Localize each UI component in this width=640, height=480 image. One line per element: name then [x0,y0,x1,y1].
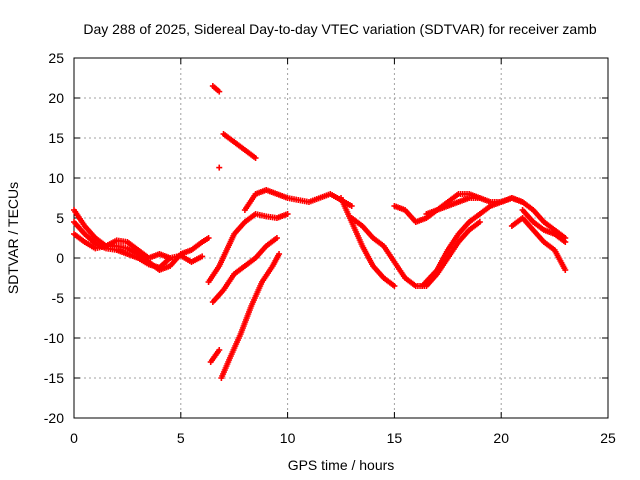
data-point [348,203,355,209]
x-axis-label: GPS time / hours [288,457,395,473]
x-tick-label: 25 [600,430,616,446]
y-tick-label: 25 [48,50,64,66]
data-point [199,253,206,260]
data-point [476,219,483,225]
y-tick-label: 20 [48,90,64,106]
series-arc-7 [241,187,355,213]
y-tick-label: -20 [44,410,64,426]
series-arc-17 [216,164,223,171]
data-point [562,267,569,273]
chart-title: Day 288 of 2025, Sidereal Day-to-day VTE… [83,21,596,37]
data-point [252,155,259,161]
series-arc-15 [209,83,223,95]
data-point [205,235,212,241]
data-point [391,283,398,289]
series-arc-16 [220,131,259,161]
series-arc-4 [205,211,291,285]
series-arc-18 [207,347,223,365]
y-tick-label: 10 [48,170,64,186]
data-point [216,347,223,353]
data-point [276,251,283,257]
data-point [216,88,223,95]
series-arc-12 [423,195,569,241]
y-tick-label: 5 [56,210,64,226]
series-arc-14 [519,207,569,245]
plot-frame [73,57,609,419]
x-tick-label: 10 [280,430,296,446]
y-axis-label: SDTVAR / TECUs [5,182,21,294]
data-point [216,164,223,171]
series-arc-6 [218,251,283,381]
x-tick-label: 0 [70,430,78,446]
x-tick-label: 15 [387,430,403,446]
data-point [273,235,280,241]
y-tick-label: -5 [52,290,65,306]
series-arc-3 [71,231,174,261]
y-tick-label: -15 [44,370,64,386]
ticks: 0 5 10 15 20 25 -20 -15 -10 -5 0 5 10 15 20 25 [44,50,616,446]
data-point [284,211,291,217]
x-tick-label: 5 [177,430,185,446]
grid [74,58,608,418]
data-points [71,83,569,381]
series-arc-13 [508,215,569,273]
series-arc-8 [338,195,398,289]
y-tick-label: 15 [48,130,64,146]
data-point [167,255,174,261]
y-tick-label: 0 [56,250,64,266]
data-point [562,239,569,245]
x-tick-label: 20 [493,430,509,446]
y-tick-label: -10 [44,330,64,346]
series-arc-5 [209,235,280,305]
